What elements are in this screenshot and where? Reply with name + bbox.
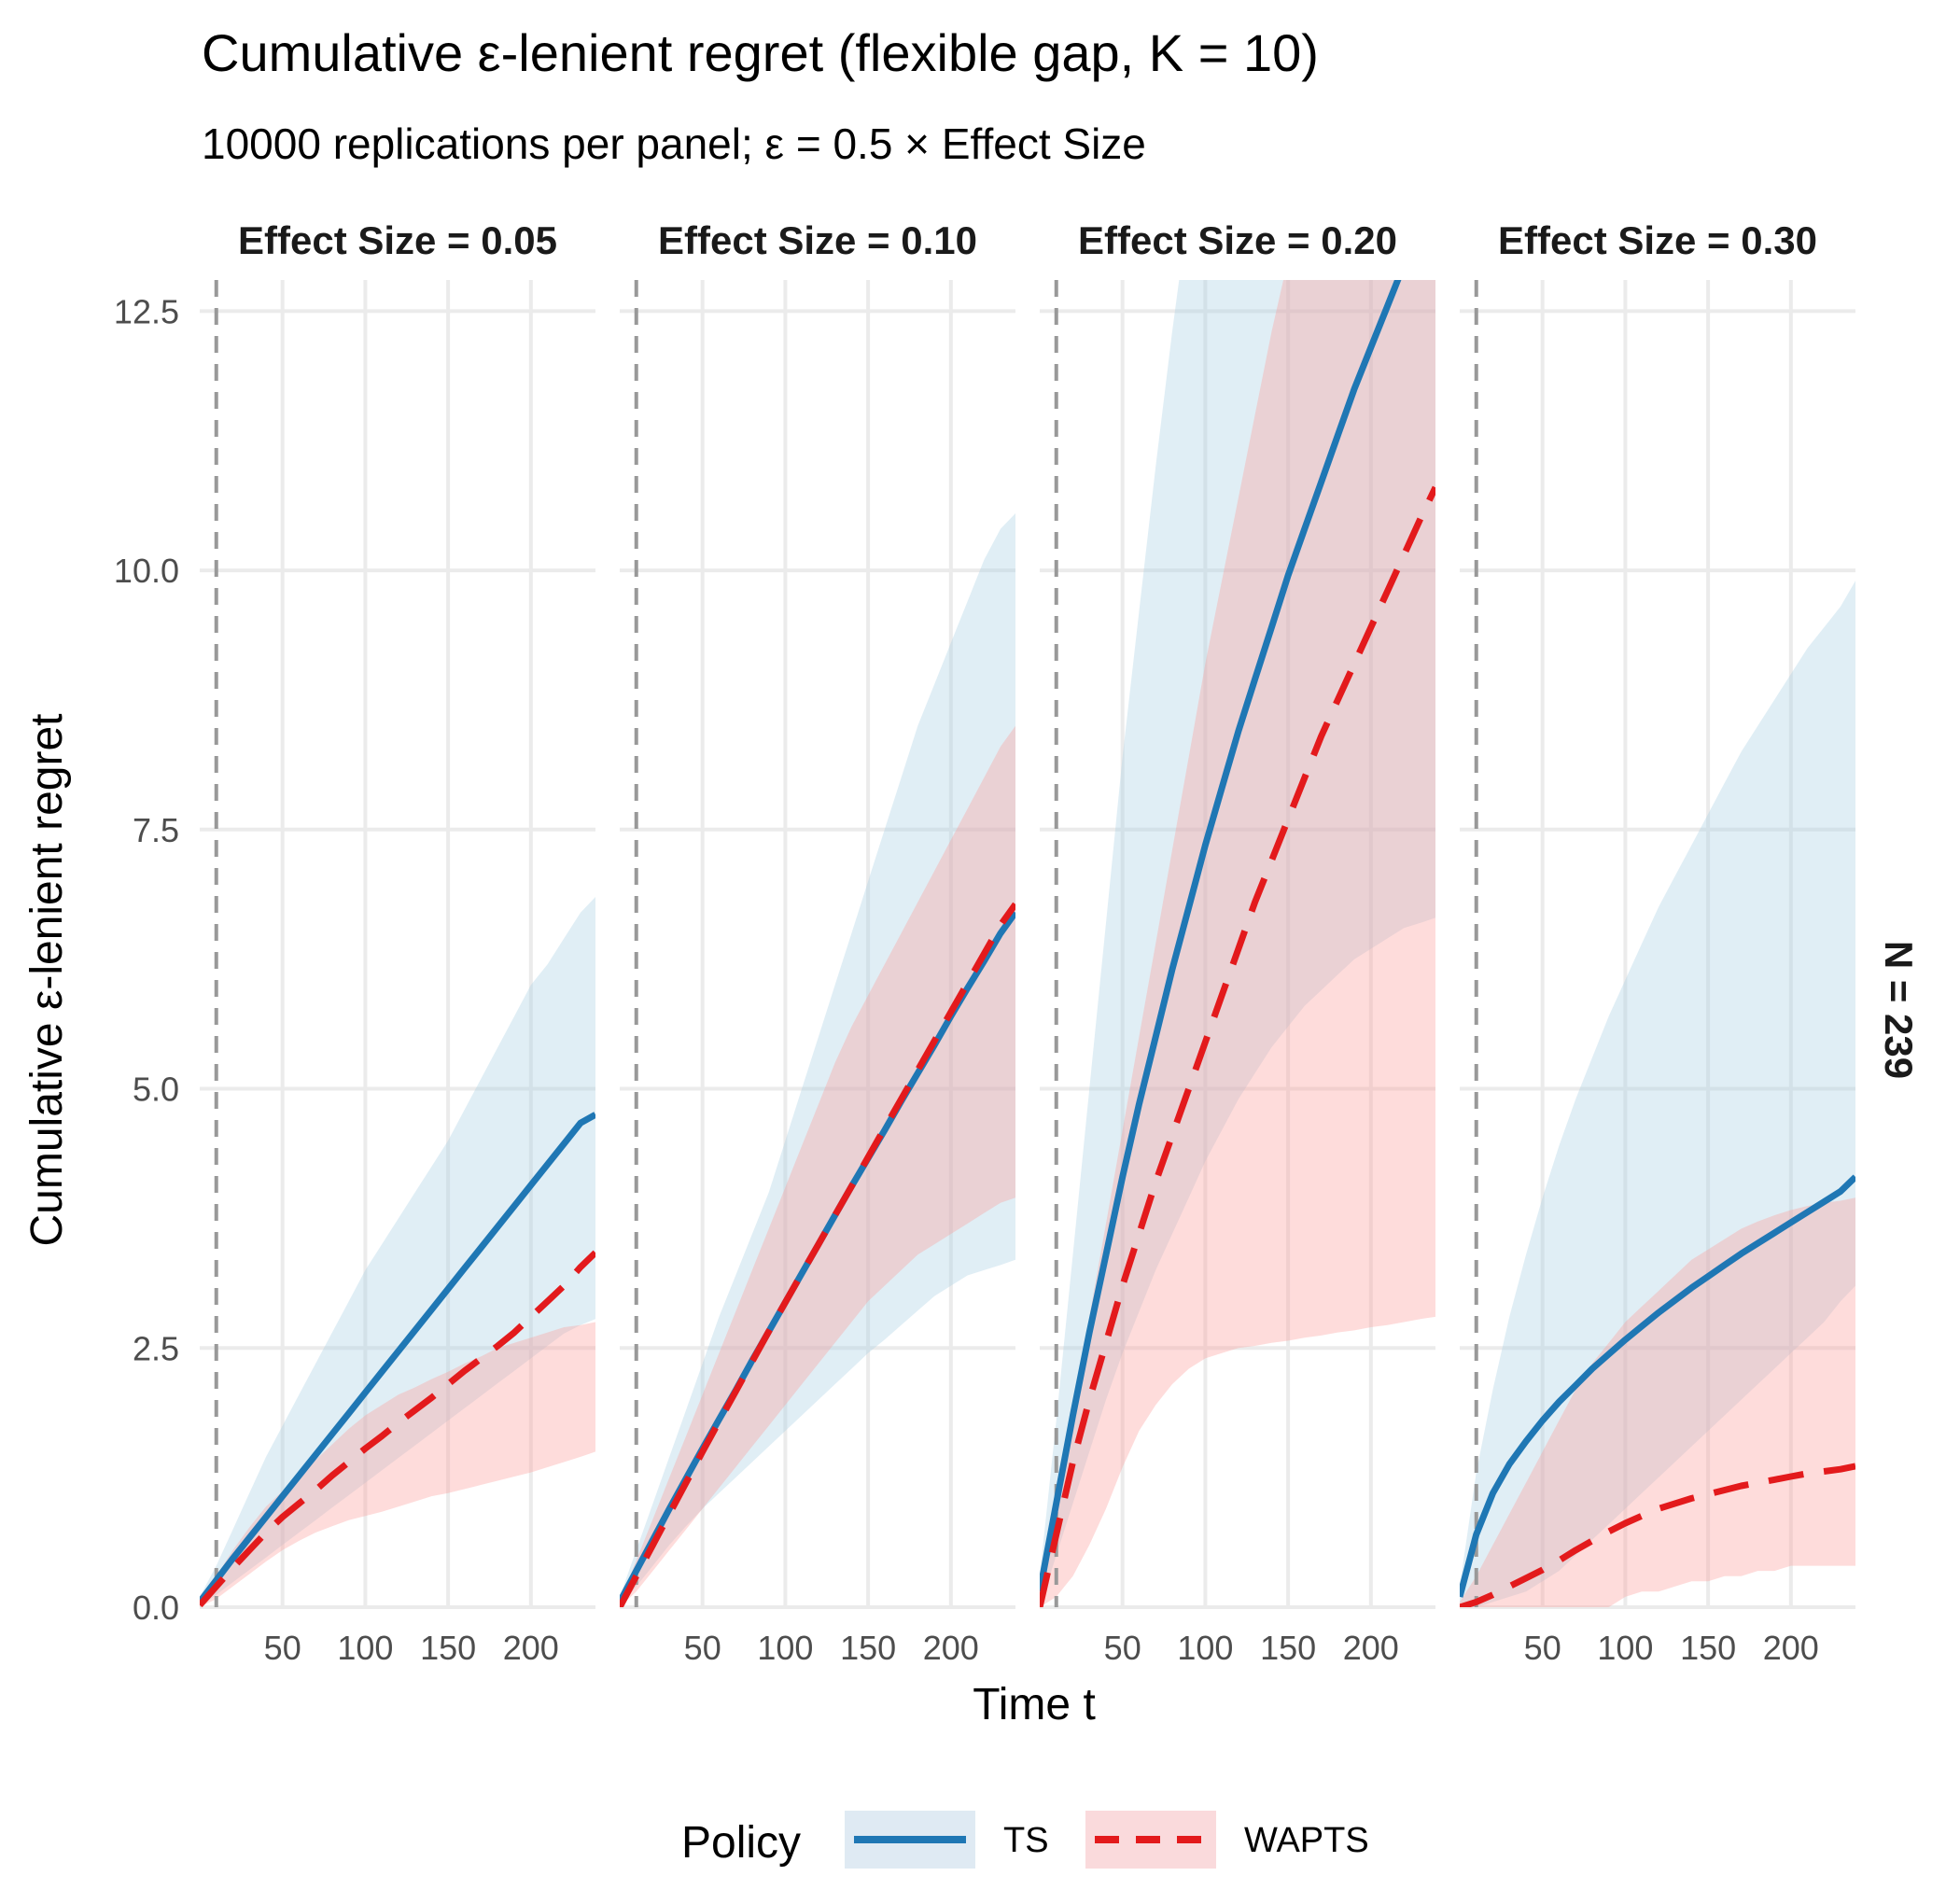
- x-tick-label: 200: [503, 1629, 559, 1667]
- y-tick-label: 5.0: [133, 1071, 179, 1109]
- x-tick-label: 200: [1343, 1629, 1399, 1667]
- y-tick-label: 10.0: [114, 552, 179, 590]
- line-ts: [1040, 280, 1402, 1592]
- panel-strip-label: Effect Size = 0.05: [238, 218, 557, 262]
- band-wapts: [200, 1322, 595, 1607]
- x-tick-label: 50: [1524, 1629, 1561, 1667]
- x-tick-label: 150: [1260, 1629, 1316, 1667]
- line-ts: [200, 1112, 595, 1604]
- band-ts: [620, 513, 1015, 1607]
- y-tick-label: 7.5: [133, 811, 179, 849]
- y-axis-title: Cumulative ε-lenient regret: [22, 714, 72, 1247]
- x-tick-label: 100: [337, 1629, 393, 1667]
- x-tick-label: 150: [1680, 1629, 1736, 1667]
- legend: Policy TS WAPTS: [681, 1811, 1369, 1869]
- panel-grid: [200, 280, 595, 1609]
- x-tick-label: 100: [1597, 1629, 1653, 1667]
- x-tick-label: 200: [1763, 1629, 1819, 1667]
- panel-1: Effect Size = 0.05 50 100 150 200: [200, 218, 595, 1667]
- band-wapts: [620, 725, 1015, 1607]
- x-tick-label: 50: [684, 1629, 721, 1667]
- x-tick-label: 150: [840, 1629, 896, 1667]
- panel-body: [620, 280, 1015, 1607]
- panel-grid: [1460, 280, 1855, 1609]
- line-wapts: [1040, 485, 1435, 1607]
- x-axis-title: Time t: [973, 1680, 1096, 1729]
- x-tick-label: 150: [420, 1629, 476, 1667]
- panel-body: [1460, 280, 1855, 1607]
- x-tick-label: 100: [757, 1629, 813, 1667]
- band-ts: [1460, 581, 1855, 1607]
- y-tick-label: 0.0: [133, 1589, 179, 1627]
- x-tick-label: 100: [1177, 1629, 1233, 1667]
- x-tick-label: 50: [1104, 1629, 1141, 1667]
- panel-4: Effect Size = 0.30 50 100 150 200: [1460, 218, 1855, 1667]
- x-tick-label: 50: [264, 1629, 301, 1667]
- legend-title: Policy: [681, 1818, 801, 1868]
- panel-strip-label: Effect Size = 0.30: [1498, 218, 1817, 262]
- row-strip-label: N = 239: [1877, 941, 1921, 1079]
- y-axis-ticks: 0.0 2.5 5.0 7.5 10.0 12.5: [114, 292, 179, 1627]
- legend-label-ts: TS: [1003, 1821, 1049, 1860]
- y-tick-label: 2.5: [133, 1329, 179, 1367]
- line-ts: [1460, 1174, 1855, 1598]
- panel-strip-label: Effect Size = 0.10: [658, 218, 977, 262]
- panel-grid: [620, 280, 1015, 1609]
- band-wapts: [1460, 1197, 1855, 1607]
- panel-body: [200, 280, 595, 1607]
- panel-strip-label: Effect Size = 0.20: [1078, 218, 1397, 262]
- panel-2: Effect Size = 0.10 50 100 150 200: [620, 218, 1015, 1667]
- panel-grid: [1040, 280, 1435, 1609]
- legend-label-wapts: WAPTS: [1244, 1821, 1369, 1860]
- panel-body: [1040, 280, 1435, 1607]
- chart-title: Cumulative ε-lenient regret (flexible ga…: [202, 23, 1319, 82]
- panel-3: Effect Size = 0.20 50 100 150 200: [1040, 218, 1435, 1667]
- line-wapts: [620, 902, 1015, 1607]
- line-wapts: [1460, 1463, 1855, 1607]
- y-tick-label: 12.5: [114, 292, 179, 330]
- band-ts: [200, 897, 595, 1607]
- x-tick-label: 200: [923, 1629, 979, 1667]
- chart-subtitle: 10000 replications per panel; ε = 0.5 × …: [202, 119, 1146, 168]
